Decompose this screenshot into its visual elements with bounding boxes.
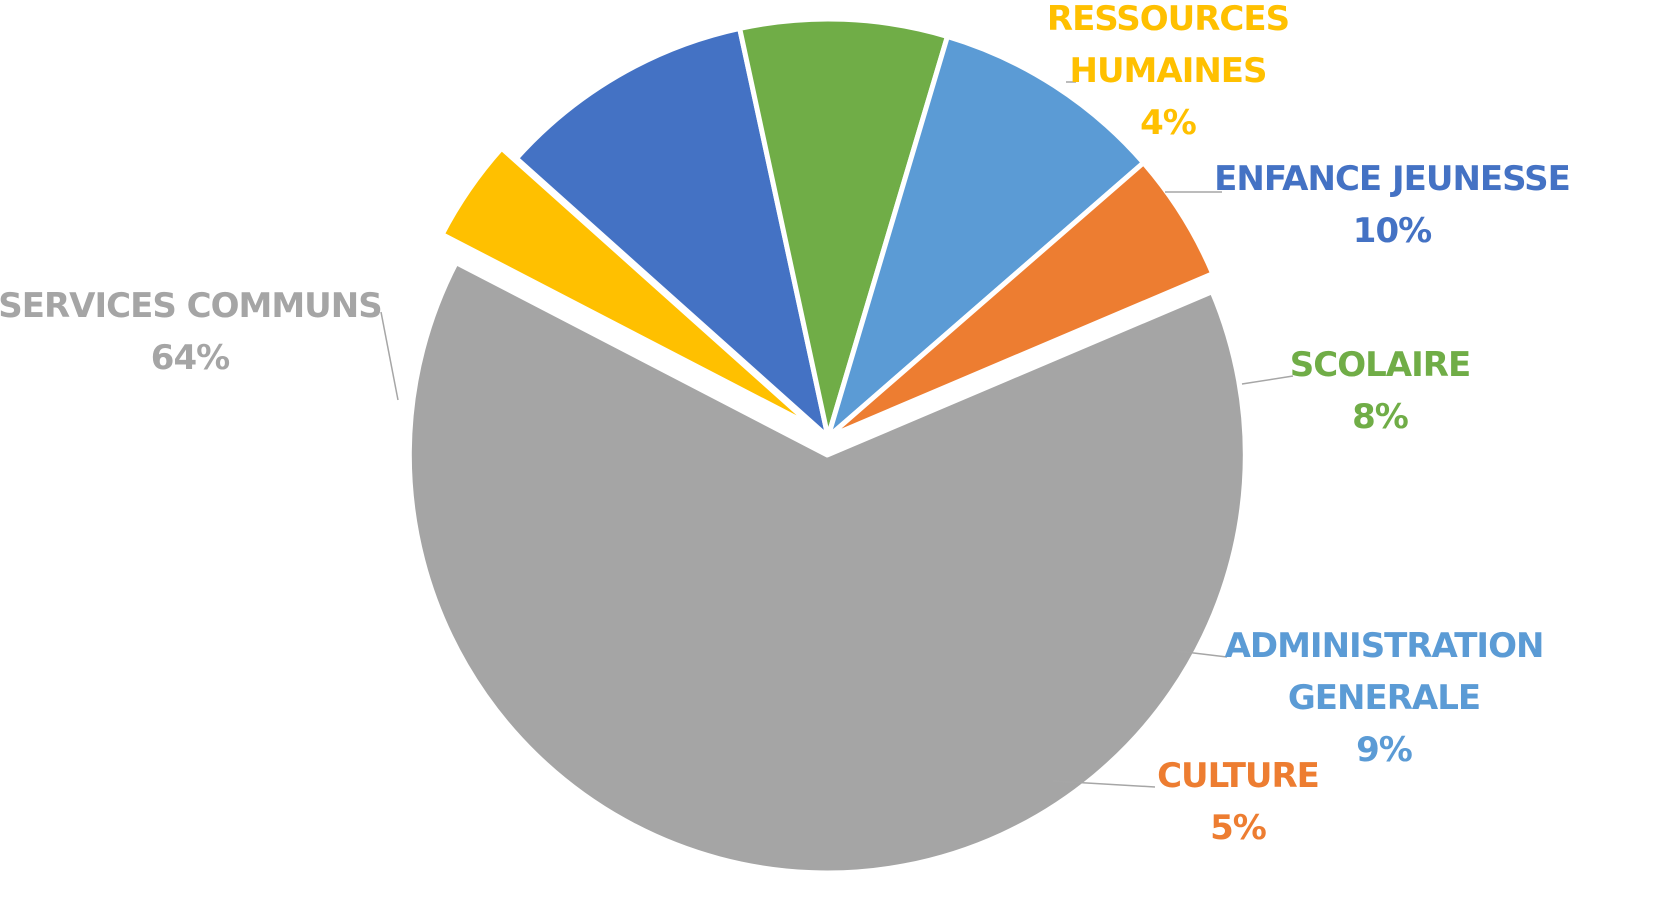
pie-slice-culture	[825, 160, 1216, 440]
slice-percent: 64%	[151, 338, 229, 378]
pie-slices	[406, 16, 1248, 876]
pie-slice-administration-generale	[825, 33, 1146, 440]
pie-slice-services-communs	[406, 260, 1248, 876]
slice-name: CULTURE	[1157, 756, 1319, 796]
leader-line	[1052, 780, 1156, 788]
slice-label: SCOLAIRE 8%	[1290, 345, 1470, 437]
slice-percent: 5%	[1210, 808, 1266, 848]
slice-name: RESSOURCES	[1047, 0, 1289, 39]
slice-label: ENFANCE JEUNESSE 10%	[1214, 159, 1570, 251]
slice-percent: 9%	[1356, 730, 1412, 770]
slice-name: SCOLAIRE	[1290, 345, 1470, 385]
leader-line	[1176, 650, 1228, 658]
slice-label: CULTURE 5%	[1157, 756, 1319, 848]
pie-slice-ressources-humaines	[439, 145, 816, 430]
slice-percent: 8%	[1352, 397, 1408, 437]
slice-percent: 4%	[1140, 103, 1196, 143]
leader-line	[380, 311, 399, 401]
slice-percent: 10%	[1353, 211, 1431, 251]
pie-slice-scolaire	[737, 16, 950, 440]
slice-name: SERVICES COMMUNS	[0, 286, 382, 326]
slice-label: RESSOURCES HUMAINES 4%	[1047, 0, 1289, 143]
slice-name: GENERALE	[1288, 678, 1480, 718]
slice-name: ADMINISTRATION	[1225, 626, 1544, 666]
slice-label: SERVICES COMMUNS 64%	[0, 286, 382, 378]
pie-slice-enfance-jeunesse	[513, 25, 831, 440]
slice-label: ADMINISTRATION GENERALE 9%	[1225, 626, 1544, 770]
slice-name: HUMAINES	[1069, 51, 1266, 91]
slice-labels: RESSOURCES HUMAINES 4% ENFANCE JEUNESSE 10% S…	[0, 0, 1571, 848]
leader-lines	[380, 81, 1294, 788]
leader-line	[1241, 375, 1294, 385]
slice-name: ENFANCE JEUNESSE	[1214, 159, 1570, 199]
